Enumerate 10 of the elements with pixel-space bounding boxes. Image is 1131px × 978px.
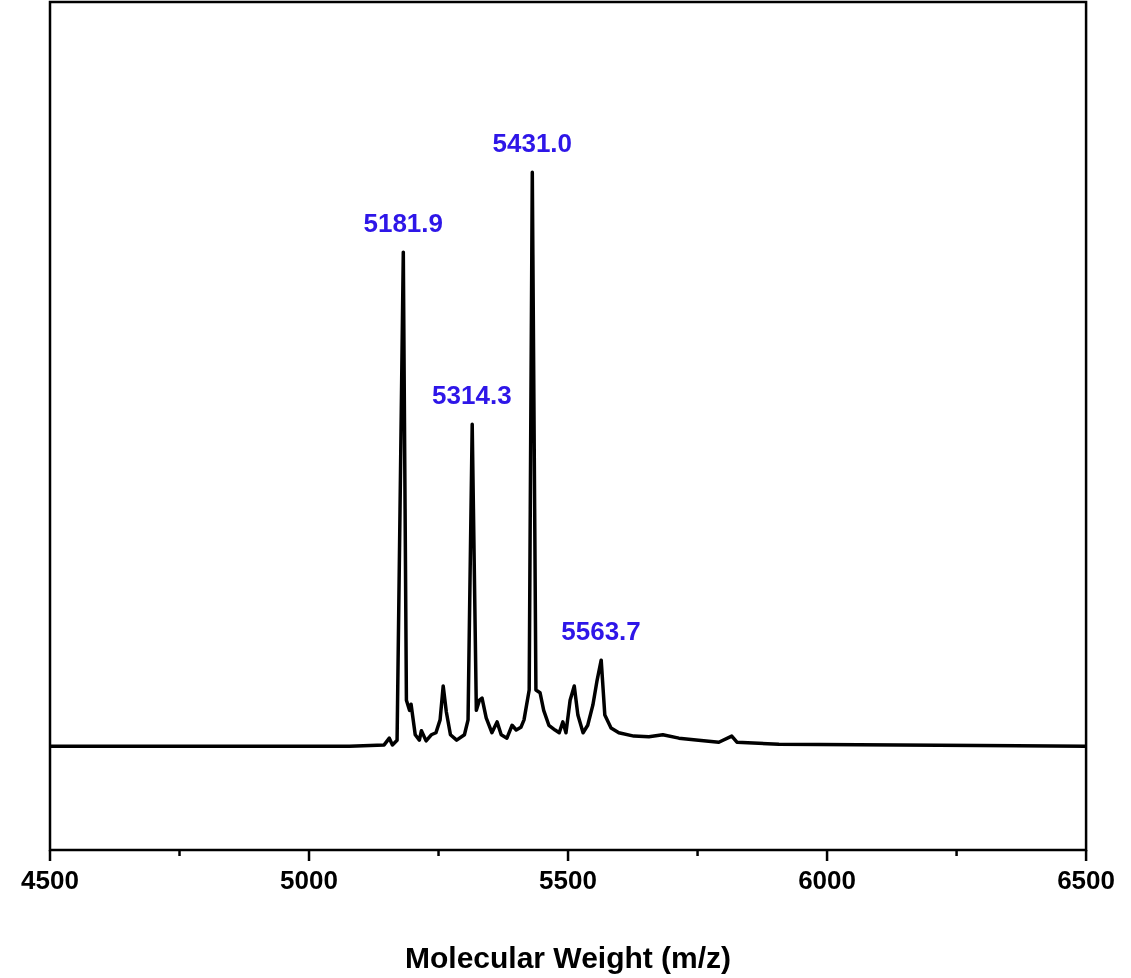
annotation: 5563.7 <box>561 616 641 647</box>
x-tick-label: 6500 <box>1057 864 1115 895</box>
annotation: 5314.3 <box>432 380 512 411</box>
annotation: 5181.9 <box>363 208 444 239</box>
x-tick-label: 5000 <box>280 864 338 895</box>
x-tick-label: 4500 <box>21 864 79 895</box>
x-tick-label: 5500 <box>539 864 597 895</box>
annotation: 5431.0 <box>492 128 573 159</box>
x-tick-label: 6000 <box>798 864 856 895</box>
x-axis-title: Molecular Weight (m/z) <box>404 941 732 975</box>
